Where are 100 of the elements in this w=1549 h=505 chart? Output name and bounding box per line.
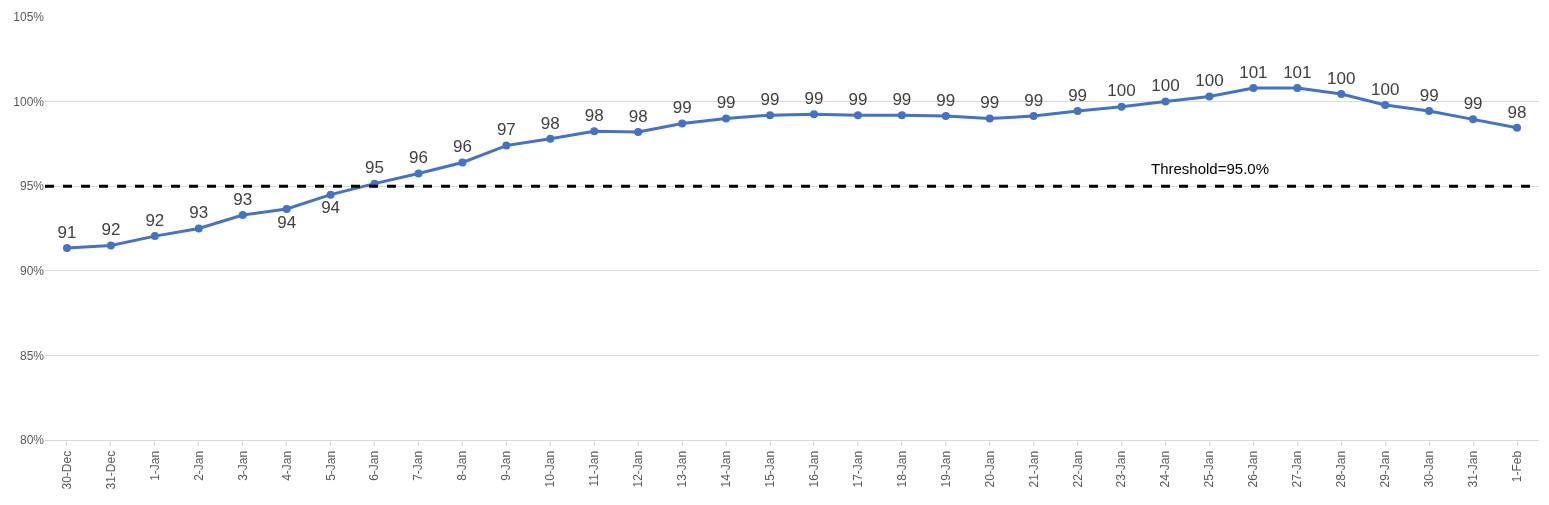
point (853, 111, 862, 120)
x-tick-label: 30-Dec (59, 450, 74, 490)
x-tick-label: 7-Jan (411, 450, 426, 481)
y-tick-label: 95% (19, 179, 45, 194)
point (414, 169, 423, 178)
x-tick-label: 26-Jan (1246, 450, 1261, 488)
x-tick-label: 19-Jan (938, 450, 953, 488)
x-tick-label: 31-Dec (103, 450, 118, 490)
point (1381, 100, 1390, 109)
y-tick-label: 100% (13, 94, 45, 109)
x-tick-label: 28-Jan (1334, 450, 1349, 488)
point (722, 114, 731, 123)
x-tick-label: 17-Jan (850, 450, 865, 488)
point (1337, 89, 1346, 98)
x-tick-label: 9-Jan (499, 450, 514, 481)
point (1425, 106, 1434, 115)
data-label: 99 (936, 90, 956, 110)
data-label: 99 (848, 89, 868, 109)
x-tick-label: 29-Jan (1378, 450, 1393, 488)
data-label: 100 (1107, 81, 1136, 101)
point (458, 158, 467, 167)
x-tick-label: 24-Jan (1158, 450, 1173, 488)
y-tick-label: 90% (19, 264, 45, 278)
data-label: 95 (365, 158, 385, 178)
y-tick-label: 85% (19, 348, 45, 363)
x-tick-label: 13-Jan (675, 450, 690, 488)
data-label: 93 (233, 189, 253, 209)
point (62, 243, 71, 252)
point (897, 111, 906, 120)
x-tick-label: 6-Jan (367, 450, 382, 481)
point (1293, 84, 1302, 93)
point (634, 128, 643, 137)
point (326, 190, 335, 199)
data-label: 99 (1068, 85, 1088, 105)
x-tick-label: 8-Jan (455, 450, 470, 481)
point (282, 205, 291, 214)
data-label: 99 (760, 89, 780, 109)
x-tick-label: 11-Jan (587, 450, 602, 487)
point (941, 111, 950, 120)
x-tick-label: 3-Jan (235, 450, 250, 481)
x-tick-label: 31-Jan (1465, 450, 1480, 488)
data-label: 100 (1195, 71, 1224, 91)
point (590, 127, 599, 136)
x-tick-label: 23-Jan (1114, 450, 1129, 488)
point (194, 224, 203, 233)
x-tick-label: 2-Jan (191, 450, 206, 481)
data-label: 99 (1024, 90, 1044, 110)
data-label: 94 (321, 198, 341, 218)
x-tick-label: 1-Feb (1509, 450, 1524, 483)
point (1029, 111, 1038, 120)
data-label: 96 (452, 137, 472, 157)
y-tick-label: 105% (13, 10, 45, 25)
x-tick-label: 25-Jan (1202, 450, 1217, 488)
point (1513, 123, 1522, 132)
point (1469, 115, 1478, 124)
data-label: 99 (804, 89, 824, 109)
data-label: 98 (1507, 102, 1527, 122)
data-label: 101 (1239, 62, 1268, 82)
point (809, 110, 818, 119)
x-tick-label: 27-Jan (1290, 450, 1305, 488)
x-tick-label: 10-Jan (543, 450, 558, 488)
x-tick-label: 1-Jan (147, 450, 162, 481)
data-label: 92 (101, 220, 121, 240)
data-label: 93 (189, 203, 209, 223)
data-label: 91 (57, 222, 77, 242)
data-label: 94 (277, 212, 297, 232)
point (502, 141, 511, 150)
point (238, 210, 247, 219)
x-tick-label: 12-Jan (631, 450, 646, 488)
x-tick-label: 4-Jan (279, 450, 294, 481)
x-tick-label: 22-Jan (1070, 450, 1085, 488)
point (985, 114, 994, 123)
x-tick-label: 14-Jan (718, 450, 733, 488)
point (1205, 92, 1214, 101)
x-tick-label: 18-Jan (894, 450, 909, 488)
data-label: 97 (496, 120, 516, 140)
x-tick-label: 5-Jan (323, 450, 338, 481)
data-label: 100 (1327, 68, 1356, 88)
ref-line-label: Threshold=95.0% (1151, 160, 1269, 177)
data-label: 96 (409, 148, 428, 168)
point (1117, 102, 1126, 111)
data-label: 98 (584, 105, 604, 125)
point (678, 119, 687, 128)
data-label: 101 (1283, 62, 1312, 82)
data-label: 100 (1151, 76, 1180, 96)
data-label: 99 (716, 93, 736, 113)
point (766, 111, 775, 120)
x-tick-label: 16-Jan (806, 450, 821, 488)
y-tick-label: 80% (19, 433, 45, 448)
point (106, 241, 115, 250)
data-label: 92 (145, 210, 165, 230)
data-label: 100 (1371, 79, 1400, 99)
data-label: 99 (1419, 85, 1439, 105)
data-label: 99 (892, 89, 912, 109)
x-tick-label: 21-Jan (1026, 450, 1041, 488)
data-label: 99 (980, 93, 1000, 113)
data-label: 99 (672, 98, 692, 118)
point (1073, 106, 1082, 115)
data-label: 98 (628, 106, 648, 126)
x-tick-label: 15-Jan (762, 450, 777, 488)
